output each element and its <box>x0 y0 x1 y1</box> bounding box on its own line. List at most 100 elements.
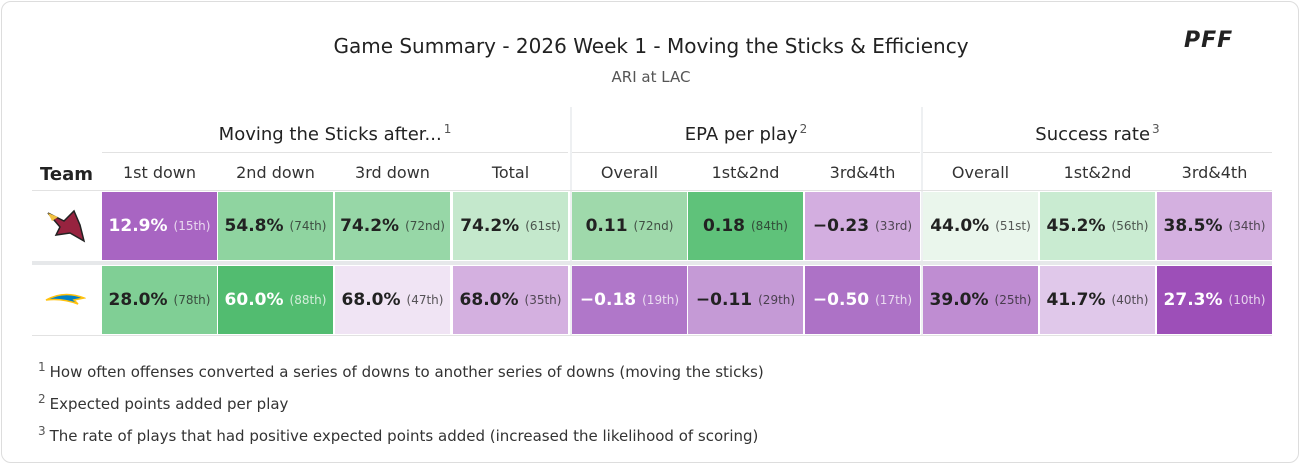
stat-rank: (78th) <box>173 293 211 307</box>
stat-cell: 60.0% (88th) <box>218 266 333 334</box>
team-header: Team <box>40 164 93 185</box>
cardinals-logo <box>47 209 86 243</box>
stat-cell: 39.0% (25th) <box>923 266 1038 334</box>
stat-rank: (19th) <box>642 293 680 307</box>
stat-cell: −0.50 (17th) <box>805 266 920 334</box>
footnote-mark: 2 <box>38 392 46 406</box>
stat-value: 12.9% <box>108 216 168 236</box>
column-header: 2nd down <box>236 163 315 182</box>
row-divider <box>32 261 1272 265</box>
footnote: 1 How often offenses converted a series o… <box>38 360 764 381</box>
stat-value: −0.23 <box>812 216 870 236</box>
group-label: Moving the Sticks after... <box>218 124 442 145</box>
footnote-text: The rate of plays that had positive expe… <box>49 427 759 445</box>
subtitle: ARI at LAC <box>611 68 691 86</box>
stat-value: −0.18 <box>579 290 637 310</box>
stat-value: 39.0% <box>929 290 989 310</box>
stat-rank: (61st) <box>525 219 561 233</box>
stat-value: 45.2% <box>1046 216 1106 236</box>
stat-rank: (40th) <box>1111 293 1149 307</box>
stat-cell: 38.5% (34th) <box>1157 192 1272 260</box>
stat-cell: −0.11 (29th) <box>688 266 803 334</box>
group-header: EPA per play 2 <box>572 122 920 148</box>
stat-value: 74.2% <box>340 216 400 236</box>
group-header: Moving the Sticks after... 1 <box>102 122 568 148</box>
stat-cell: 28.0% (78th) <box>102 266 217 334</box>
column-header: Overall <box>951 163 1010 182</box>
stat-rank: (10th) <box>1228 293 1266 307</box>
stat-value: 0.11 <box>585 216 628 236</box>
stat-rank: (74th) <box>289 219 327 233</box>
stat-rank: (72nd) <box>405 219 445 233</box>
stat-rank: (88th) <box>289 293 327 307</box>
column-header: Total <box>491 163 530 182</box>
stat-cell: 12.9% (15th) <box>102 192 217 260</box>
group-label: Success rate <box>1035 124 1151 145</box>
stat-cell: 44.0% (51st) <box>923 192 1038 260</box>
stat-value: 60.0% <box>224 290 284 310</box>
column-header: 3rd down <box>355 163 430 182</box>
stat-rank: (47th) <box>406 293 444 307</box>
stat-value: 44.0% <box>930 216 990 236</box>
stat-value: 68.0% <box>341 290 401 310</box>
column-header: 1st down <box>122 163 197 182</box>
footnote: 2 Expected points added per play <box>38 392 288 413</box>
footnote: 3 The rate of plays that had positive exp… <box>38 424 758 445</box>
stat-rank: (34th) <box>1228 219 1266 233</box>
stat-cell: −0.23 (33rd) <box>805 192 920 260</box>
footnote-mark: 3 <box>38 424 46 438</box>
footnote-text: Expected points added per play <box>49 395 289 413</box>
separator <box>921 107 923 335</box>
footnote-text: How often offenses converted a series of… <box>49 363 764 381</box>
brand-logo: PFF <box>1184 28 1234 53</box>
footnote-mark: 3 <box>1152 122 1160 136</box>
group-header: Success rate 3 <box>923 122 1272 148</box>
stat-cell: 74.2% (61st) <box>453 192 568 260</box>
stat-value: −0.50 <box>812 290 870 310</box>
stat-rank: (72nd) <box>633 219 674 233</box>
stat-rank: (29th) <box>758 293 796 307</box>
stat-rank: (25th) <box>994 293 1032 307</box>
stat-rank: (15th) <box>173 219 211 233</box>
stat-value: 68.0% <box>459 290 519 310</box>
stat-cell: 27.3% (10th) <box>1157 266 1272 334</box>
stat-value: 0.18 <box>703 216 745 236</box>
rule <box>102 152 568 153</box>
stat-value: −0.11 <box>695 290 753 310</box>
stat-cell: 41.7% (40th) <box>1040 266 1155 334</box>
stat-rank: (51st) <box>995 219 1031 233</box>
stat-cell: 68.0% (35th) <box>453 266 568 334</box>
footnote-mark: 1 <box>38 360 46 374</box>
stat-rank: (17th) <box>875 293 913 307</box>
stat-cell: 74.2% (72nd) <box>335 192 450 260</box>
column-header: 1st&2nd <box>1063 163 1132 182</box>
stat-value: 27.3% <box>1163 290 1223 310</box>
footnote-mark: 1 <box>443 122 452 136</box>
chargers-logo <box>45 293 86 305</box>
separator <box>570 107 572 335</box>
stat-value: 54.8% <box>224 216 284 236</box>
stat-rank: (33rd) <box>875 219 913 233</box>
column-header: 1st&2nd <box>711 163 780 182</box>
column-header: 3rd&4th <box>829 163 896 182</box>
title: Game Summary - 2026 Week 1 - Moving the … <box>333 34 969 58</box>
stat-cell: 0.18 (84th) <box>688 192 803 260</box>
rule <box>32 190 1272 191</box>
stat-cell: −0.18 (19th) <box>572 266 687 334</box>
stat-cell: 45.2% (56th) <box>1040 192 1155 260</box>
stat-rank: (84th) <box>751 219 788 233</box>
footnote-mark: 2 <box>799 122 808 136</box>
rule <box>32 335 1272 336</box>
rule <box>572 152 920 153</box>
stat-value: 74.2% <box>460 216 520 236</box>
group-label: EPA per play <box>684 124 798 145</box>
rule <box>923 152 1272 153</box>
column-header: Overall <box>600 163 659 182</box>
stat-cell: 54.8% (74th) <box>218 192 333 260</box>
stat-value: 38.5% <box>1163 216 1223 236</box>
stat-rank: (56th) <box>1111 219 1149 233</box>
stat-rank: (35th) <box>524 293 562 307</box>
stat-cell: 0.11 (72nd) <box>572 192 687 260</box>
column-header: 3rd&4th <box>1181 163 1248 182</box>
